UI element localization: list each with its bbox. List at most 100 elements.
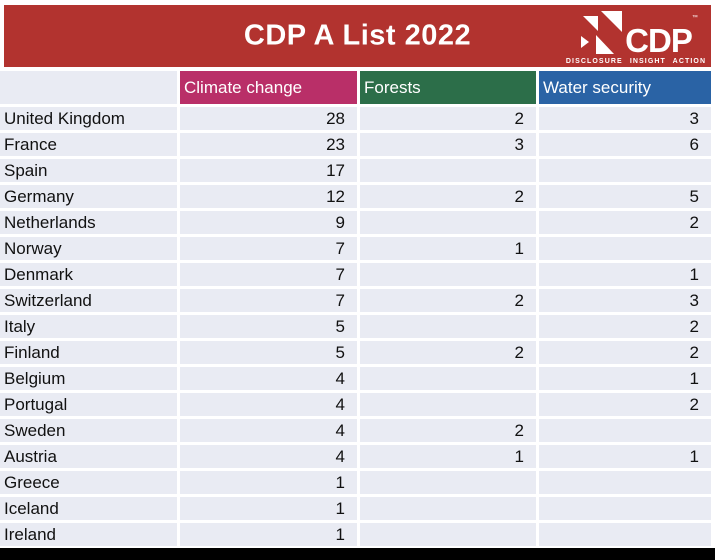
table-row: Austria 4 1 1 xyxy=(0,445,711,468)
country-cell: Switzerland xyxy=(0,289,177,312)
value-cell: 2 xyxy=(360,419,536,442)
value-cell: 2 xyxy=(360,107,536,130)
value-cell: 6 xyxy=(539,133,711,156)
value-cell xyxy=(360,263,536,286)
page-title: CDP A List 2022 xyxy=(243,19,472,52)
cdp-logo-top: CDP ™ xyxy=(574,9,698,59)
table-row: Finland 5 2 2 xyxy=(0,341,711,364)
table-row: Netherlands 9 2 xyxy=(0,211,711,234)
table-row: United Kingdom 28 2 3 xyxy=(0,107,711,130)
country-cell: Ireland xyxy=(0,523,177,546)
value-cell xyxy=(360,471,536,494)
value-cell xyxy=(539,523,711,546)
country-cell: Germany xyxy=(0,185,177,208)
country-cell: Spain xyxy=(0,159,177,182)
banner: CDP A List 2022 CDP ™ DISCLOSURE INSIGHT… xyxy=(4,5,711,67)
value-cell: 7 xyxy=(180,237,357,260)
table-row: Spain 17 xyxy=(0,159,711,182)
country-cell: Norway xyxy=(0,237,177,260)
value-cell: 2 xyxy=(360,289,536,312)
value-cell: 4 xyxy=(180,445,357,468)
value-cell: 1 xyxy=(539,367,711,390)
value-cell: 17 xyxy=(180,159,357,182)
country-cell: Finland xyxy=(0,341,177,364)
cdp-wordmark: CDP xyxy=(625,21,693,59)
value-cell xyxy=(360,159,536,182)
value-cell xyxy=(539,237,711,260)
value-cell: 3 xyxy=(360,133,536,156)
table-row: Portugal 4 2 xyxy=(0,393,711,416)
value-cell: 23 xyxy=(180,133,357,156)
country-cell: Denmark xyxy=(0,263,177,286)
value-cell xyxy=(360,393,536,416)
value-cell xyxy=(360,367,536,390)
table-row: Norway 7 1 xyxy=(0,237,711,260)
value-cell: 2 xyxy=(539,211,711,234)
value-cell: 2 xyxy=(360,185,536,208)
value-cell xyxy=(539,497,711,520)
value-cell: 5 xyxy=(539,185,711,208)
value-cell: 1 xyxy=(180,471,357,494)
value-cell xyxy=(360,315,536,338)
table-row: Italy 5 2 xyxy=(0,315,711,338)
value-cell: 5 xyxy=(180,315,357,338)
value-cell: 1 xyxy=(539,263,711,286)
value-cell: 3 xyxy=(539,107,711,130)
value-cell: 7 xyxy=(180,263,357,286)
country-cell: Sweden xyxy=(0,419,177,442)
value-cell: 4 xyxy=(180,367,357,390)
table-body: United Kingdom 28 2 3 France 23 3 6 Spain 17 Germa… xyxy=(0,107,711,546)
column-header-water-security: Water security xyxy=(539,71,711,104)
corner-cell xyxy=(0,71,177,104)
cdp-logo: CDP ™ DISCLOSURE INSIGHT ACTION xyxy=(566,9,705,65)
table-row: Germany 12 2 5 xyxy=(0,185,711,208)
value-cell xyxy=(360,497,536,520)
value-cell: 1 xyxy=(539,445,711,468)
value-cell xyxy=(539,159,711,182)
value-cell: 2 xyxy=(539,393,711,416)
table-row: Belgium 4 1 xyxy=(0,367,711,390)
value-cell: 9 xyxy=(180,211,357,234)
table-row: Iceland 1 xyxy=(0,497,711,520)
country-cell: United Kingdom xyxy=(0,107,177,130)
value-cell xyxy=(539,419,711,442)
table-header-row: Climate change Forests Water security xyxy=(0,71,711,104)
value-cell: 1 xyxy=(180,497,357,520)
table-row: Greece 1 xyxy=(0,471,711,494)
table-row: Sweden 4 2 xyxy=(0,419,711,442)
value-cell: 12 xyxy=(180,185,357,208)
value-cell: 28 xyxy=(180,107,357,130)
value-cell: 1 xyxy=(360,237,536,260)
cdp-logo-mark-icon xyxy=(581,11,623,54)
value-cell xyxy=(360,211,536,234)
table-row: Ireland 1 xyxy=(0,523,711,546)
column-header-forests: Forests xyxy=(360,71,536,104)
column-header-climate-change: Climate change xyxy=(180,71,357,104)
value-cell xyxy=(360,523,536,546)
value-cell: 4 xyxy=(180,419,357,442)
country-cell: Netherlands xyxy=(0,211,177,234)
country-cell: Iceland xyxy=(0,497,177,520)
value-cell: 2 xyxy=(539,315,711,338)
country-cell: Portugal xyxy=(0,393,177,416)
value-cell: 2 xyxy=(360,341,536,364)
cdp-tagline: DISCLOSURE INSIGHT ACTION xyxy=(565,58,707,65)
value-cell: 3 xyxy=(539,289,711,312)
value-cell: 2 xyxy=(539,341,711,364)
country-cell: Greece xyxy=(0,471,177,494)
value-cell xyxy=(539,471,711,494)
value-cell: 1 xyxy=(360,445,536,468)
trademark-icon: ™ xyxy=(691,15,698,21)
table-row: Denmark 7 1 xyxy=(0,263,711,286)
value-cell: 4 xyxy=(180,393,357,416)
table-row: France 23 3 6 xyxy=(0,133,711,156)
data-table: Climate change Forests Water security Unit… xyxy=(0,71,711,546)
country-cell: Austria xyxy=(0,445,177,468)
value-cell: 1 xyxy=(180,523,357,546)
value-cell: 7 xyxy=(180,289,357,312)
country-cell: Italy xyxy=(0,315,177,338)
country-cell: Belgium xyxy=(0,367,177,390)
country-cell: France xyxy=(0,133,177,156)
value-cell: 5 xyxy=(180,341,357,364)
table-row: Switzerland 7 2 3 xyxy=(0,289,711,312)
